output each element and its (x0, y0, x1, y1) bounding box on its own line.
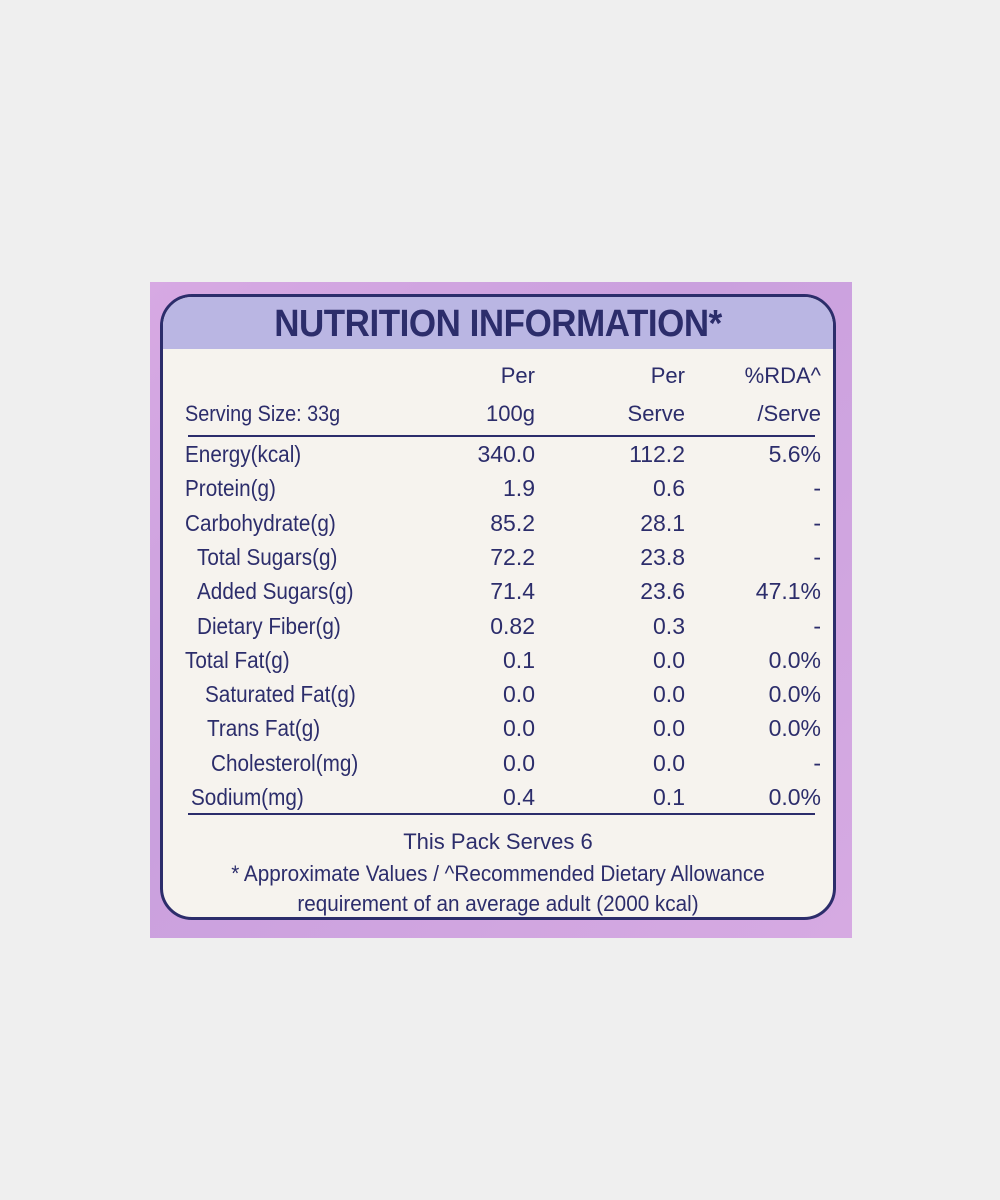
col-per-100g-line2: 100g (486, 401, 535, 426)
value-per-100g: 1.9 (503, 475, 535, 502)
value-per-100g: 0.0 (503, 715, 535, 742)
value-rda: 0.0% (768, 681, 821, 708)
product-package: NUTRITION INFORMATION* Serving Size: 33g… (150, 282, 852, 938)
value-per-serve: 23.8 (640, 543, 685, 570)
col-per-serve-line2: Serve (627, 401, 685, 426)
value-rda: 47.1% (755, 578, 821, 605)
col-per-serve-line1: Per (650, 363, 685, 388)
nutrition-panel: NUTRITION INFORMATION* Serving Size: 33g… (160, 294, 836, 920)
footnote-line1: * Approximate Values / ^Recommended Diet… (231, 861, 765, 886)
value-rda: 0.0% (768, 784, 821, 810)
value-per-100g: 0.1 (503, 646, 535, 673)
value-per-100g: 72.2 (490, 543, 535, 570)
value-per-serve: 0.0 (653, 749, 685, 776)
value-per-100g: 340.0 (477, 441, 535, 467)
nutrient-label: Total Sugars(g) (197, 543, 338, 570)
value-rda: - (813, 612, 821, 639)
value-rda: 5.6% (768, 441, 821, 467)
col-rda-line1: %RDA^ (744, 363, 821, 388)
value-per-100g: 0.0 (503, 681, 535, 708)
value-per-serve: 0.0 (653, 681, 685, 708)
value-per-serve: 0.1 (653, 784, 685, 810)
value-rda: 0.0% (768, 715, 821, 742)
panel-title: NUTRITION INFORMATION* (274, 303, 722, 345)
pack-serves-note: This Pack Serves 6 (403, 829, 593, 854)
nutrient-label: Saturated Fat(g) (205, 681, 356, 708)
value-per-serve: 0.3 (653, 612, 685, 639)
nutrient-label: Dietary Fiber(g) (197, 612, 341, 639)
nutrient-label: Carbohydrate(g) (185, 509, 336, 536)
value-rda: - (813, 509, 821, 536)
value-rda: - (813, 475, 821, 502)
nutrient-label: Added Sugars(g) (197, 578, 354, 605)
nutrient-label: Sodium(mg) (191, 784, 304, 810)
value-per-serve: 112.2 (629, 441, 685, 467)
nutrient-label: Total Fat(g) (185, 646, 290, 673)
value-per-100g: 0.0 (503, 749, 535, 776)
nutrient-label: Cholesterol(mg) (211, 749, 359, 776)
value-per-serve: 0.6 (653, 475, 685, 502)
col-rda-line2: /Serve (757, 401, 821, 426)
value-per-serve: 28.1 (640, 509, 685, 536)
footer-rule (188, 813, 815, 815)
serving-size-label: Serving Size: 33g (185, 401, 341, 426)
value-per-100g: 85.2 (490, 509, 535, 536)
footnote-line2: requirement of an average adult (2000 kc… (297, 891, 699, 916)
title-band (163, 297, 833, 349)
value-rda: - (813, 749, 821, 776)
nutrient-label: Trans Fat(g) (207, 715, 321, 742)
value-per-serve: 0.0 (653, 646, 685, 673)
value-rda: 0.0% (768, 646, 821, 673)
value-per-serve: 0.0 (653, 715, 685, 742)
header-rule (188, 435, 815, 437)
value-rda: - (813, 543, 821, 570)
nutrient-label: Energy(kcal) (185, 441, 302, 467)
nutrient-label: Protein(g) (185, 475, 276, 502)
value-per-100g: 0.82 (490, 612, 535, 639)
value-per-100g: 71.4 (490, 578, 535, 605)
value-per-100g: 0.4 (503, 784, 535, 810)
col-per-100g-line1: Per (500, 363, 535, 388)
value-per-serve: 23.6 (640, 578, 685, 605)
